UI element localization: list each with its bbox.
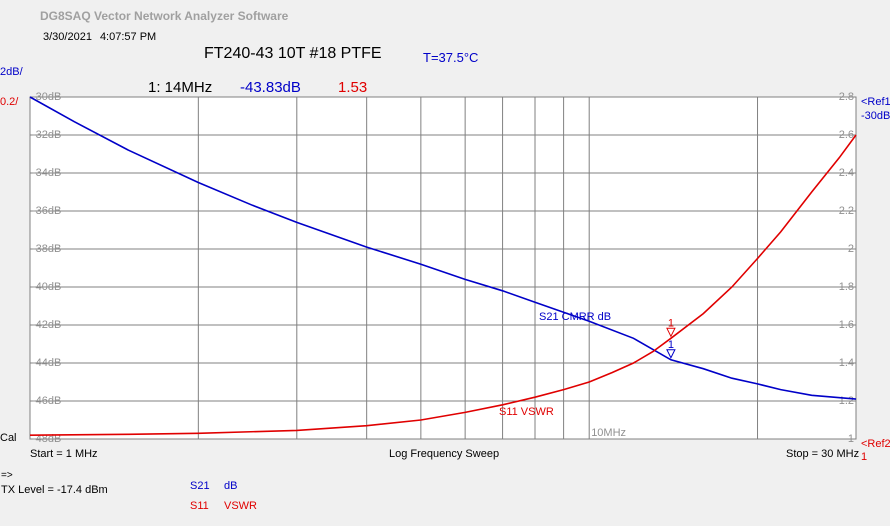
chart-title: FT240-43 10T #18 PTFE [204, 45, 382, 62]
sweep-type-label: Log Frequency Sweep [389, 448, 500, 460]
left-tick-label: -36dB [32, 205, 61, 217]
left-tick-label: -44dB [32, 357, 61, 369]
s11-scale-label: 0.2/ [0, 96, 19, 108]
timestamp: 3/30/2021 4:07:57 PM [43, 31, 156, 43]
legend-s21-unit[interactable]: dB [224, 480, 238, 492]
ref2-value: 1 [861, 451, 868, 463]
s11-marker: 1 [666, 317, 676, 338]
status-arrow: => [1, 470, 13, 481]
right-tick-label: 1.4 [839, 357, 854, 369]
s21-series-label: S21 CMRR dB [539, 311, 611, 323]
legend-s21-name[interactable]: S21 [190, 480, 210, 492]
s11-series-label: S11 VSWR [499, 406, 554, 418]
s11-series-line [29, 134, 857, 436]
left-tick-label: -40dB [32, 281, 61, 293]
marker-readout-s21: -43.83dB [240, 79, 301, 96]
left-tick-label: -32dB [32, 129, 61, 141]
s21-marker-number: 1 [668, 339, 674, 351]
x-tick-label: 10MHz [591, 427, 626, 439]
cal-label: Cal [0, 432, 17, 444]
timestamp-date: 3/30/2021 [43, 31, 92, 43]
right-tick-label: 2.2 [839, 205, 854, 217]
s21-scale-label: 2dB/ [0, 66, 23, 78]
s21-series-line [29, 96, 857, 400]
right-tick-label: 2 [848, 243, 854, 255]
right-tick-label: 2.8 [839, 91, 854, 103]
tx-level-label: TX Level = -17.4 dBm [1, 484, 108, 496]
right-tick-label: 1 [848, 433, 854, 445]
app-title: DG8SAQ Vector Network Analyzer Software [40, 9, 289, 23]
right-tick-label: 1.8 [839, 281, 854, 293]
legend-s11-unit[interactable]: VSWR [224, 500, 257, 512]
stop-frequency-label: Stop = 30 MHz [786, 448, 860, 460]
start-frequency-label: Start = 1 MHz [30, 448, 98, 460]
marker-readout-frequency: 1: 14MHz [148, 79, 213, 96]
left-tick-label: -30dB [32, 91, 61, 103]
temperature-label: T=37.5°C [423, 50, 479, 65]
legend-s11-name[interactable]: S11 [190, 500, 209, 512]
plot-area [29, 96, 857, 440]
left-tick-label: -42dB [32, 319, 61, 331]
s21-marker: 1 [666, 339, 676, 359]
ref1-value: -30dB [861, 110, 890, 122]
timestamp-time: 4:07:57 PM [99, 31, 157, 43]
left-tick-label: -46dB [32, 395, 61, 407]
right-tick-label: 2.4 [839, 167, 854, 179]
marker-readout-s11: 1.53 [338, 79, 368, 96]
right-tick-label: 2.6 [839, 129, 854, 141]
ref2-label: <Ref2 [861, 438, 890, 450]
left-tick-label: -34dB [32, 167, 61, 179]
left-axis-ticks: -30dB -32dB -34dB -36dB -38dB -40dB -42dB -44dB… [32, 91, 61, 445]
right-tick-label: 1.2 [839, 395, 854, 407]
horizontal-grid [30, 134, 856, 402]
s21-marker-triangle [666, 349, 676, 359]
ref1-label: <Ref1 [861, 96, 890, 108]
s11-marker-triangle [666, 327, 676, 338]
right-tick-label: 1.6 [839, 319, 854, 331]
left-tick-label: -38dB [32, 243, 61, 255]
s11-marker-number: 1 [668, 317, 674, 329]
left-tick-label: -48dB [32, 433, 61, 445]
